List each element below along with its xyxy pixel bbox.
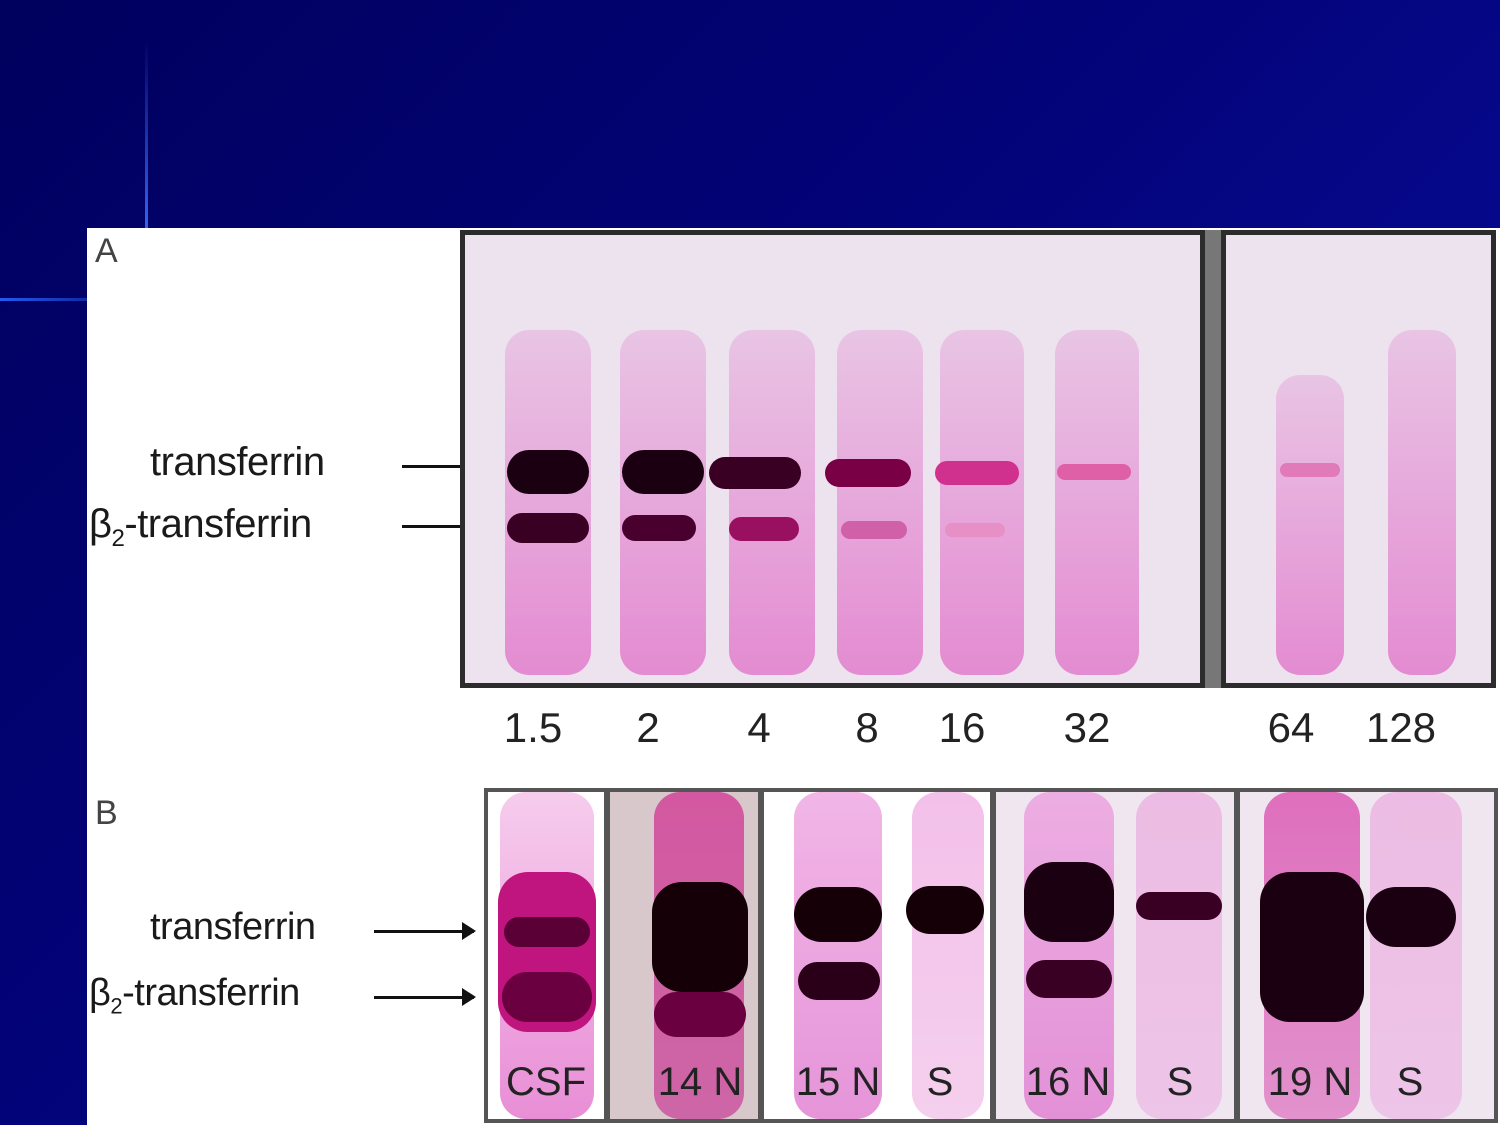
lane-label-16: 16 bbox=[938, 704, 986, 751]
lane-label-19n: 19 N bbox=[1267, 1060, 1353, 1104]
gel-lane-16s bbox=[1136, 792, 1222, 1119]
panel-b-box-15: 15 N S bbox=[760, 788, 994, 1123]
band-transferrin-2 bbox=[622, 450, 704, 494]
gel-lane-1.5 bbox=[505, 330, 591, 675]
band-transferrin-14n bbox=[652, 882, 748, 992]
panel-b-box-16: 16 N S bbox=[992, 788, 1238, 1123]
gel-lane-4 bbox=[729, 330, 815, 675]
lane-label-2: 2 bbox=[636, 704, 660, 751]
panel-a-letter: A bbox=[95, 232, 118, 270]
lane-label-16s: S bbox=[1166, 1060, 1194, 1104]
lane-label-1.5: 1.5 bbox=[503, 704, 563, 751]
gel-lane-16n bbox=[1024, 792, 1114, 1119]
lane-label-128: 128 bbox=[1365, 704, 1437, 751]
decorative-vertical-line bbox=[145, 40, 148, 230]
panel-b-transferrin-arrow bbox=[374, 922, 476, 940]
band-beta2-8 bbox=[841, 521, 907, 539]
lane-label-15n: 15 N bbox=[795, 1060, 881, 1104]
band-transferrin-15s bbox=[906, 886, 984, 934]
band-beta2-15n bbox=[798, 962, 880, 1000]
subscript-2: 2 bbox=[111, 525, 125, 552]
gel-lane-8 bbox=[837, 330, 923, 675]
band-transferrin-32 bbox=[1057, 464, 1131, 480]
lane-label-19s: S bbox=[1396, 1060, 1424, 1104]
lane-label-14n: 14 N bbox=[657, 1060, 743, 1104]
lane-label-32: 32 bbox=[1063, 704, 1111, 751]
subscript-2: 2 bbox=[110, 993, 123, 1019]
gel-lane-128 bbox=[1388, 330, 1456, 675]
band-transferrin-8 bbox=[825, 459, 911, 487]
beta2-suffix: -transferrin bbox=[122, 972, 300, 1014]
lane-label-15s: S bbox=[926, 1060, 954, 1104]
band-transferrin-19s bbox=[1366, 887, 1456, 947]
beta2-suffix: -transferrin bbox=[124, 502, 312, 546]
band-beta2-csf bbox=[502, 972, 592, 1022]
beta-symbol: β bbox=[89, 972, 111, 1014]
band-transferrin-64 bbox=[1280, 463, 1340, 477]
panel-b-letter: B bbox=[95, 794, 118, 832]
band-transferrin-1.5 bbox=[507, 450, 589, 494]
gel-lane-15n bbox=[794, 792, 882, 1119]
band-beta2-16 bbox=[945, 523, 1005, 537]
band-transferrin-15n bbox=[794, 887, 882, 942]
band-transferrin-19n bbox=[1260, 872, 1364, 1022]
panel-a-gel-right bbox=[1221, 230, 1496, 688]
lane-label-16n: 16 N bbox=[1025, 1060, 1111, 1104]
band-transferrin-4 bbox=[709, 457, 801, 489]
panel-b-box-19: 19 N S bbox=[1236, 788, 1498, 1123]
band-beta2-14n bbox=[654, 992, 746, 1037]
panel-b-beta2-transferrin-label: β2-transferrin bbox=[89, 972, 300, 1020]
lane-label-4: 4 bbox=[747, 704, 771, 751]
band-beta2-2 bbox=[622, 515, 696, 541]
gel-lane-19s bbox=[1370, 792, 1462, 1119]
panel-b-transferrin-label: transferrin bbox=[150, 906, 316, 948]
panel-a-transferrin-label: transferrin bbox=[150, 440, 325, 484]
panel-a-gel-left bbox=[460, 230, 1205, 688]
band-beta2-1.5 bbox=[507, 513, 589, 543]
band-beta2-16n bbox=[1026, 960, 1112, 998]
band-transferrin-16s bbox=[1136, 892, 1222, 920]
western-blot-figure: A transferrin β2-transferrin 1.5 2 4 8 1… bbox=[87, 228, 1500, 1125]
panel-b-box-csf: CSF bbox=[484, 788, 608, 1123]
panel-a-beta2-transferrin-label: β2-transferrin bbox=[89, 502, 312, 553]
band-beta2-4 bbox=[729, 517, 799, 541]
gel-lane-16 bbox=[940, 330, 1024, 675]
panel-b-beta2-transferrin-arrow bbox=[374, 988, 476, 1006]
band-transferrin-16 bbox=[935, 461, 1019, 485]
gel-lane-15s bbox=[912, 792, 984, 1119]
lane-label-8: 8 bbox=[855, 704, 879, 751]
beta-symbol: β bbox=[89, 502, 112, 546]
decorative-horizontal-line bbox=[0, 298, 90, 301]
gel-separator bbox=[1205, 230, 1223, 688]
panel-b-box-14n: 14 N bbox=[606, 788, 762, 1123]
gel-lane-2 bbox=[620, 330, 706, 675]
gel-lane-32 bbox=[1055, 330, 1139, 675]
band-transferrin-16n bbox=[1024, 862, 1114, 942]
lane-label-csf: CSF bbox=[506, 1060, 586, 1104]
lane-label-64: 64 bbox=[1267, 704, 1315, 751]
band-transferrin-csf bbox=[504, 917, 590, 947]
gel-lane-64 bbox=[1276, 375, 1344, 675]
